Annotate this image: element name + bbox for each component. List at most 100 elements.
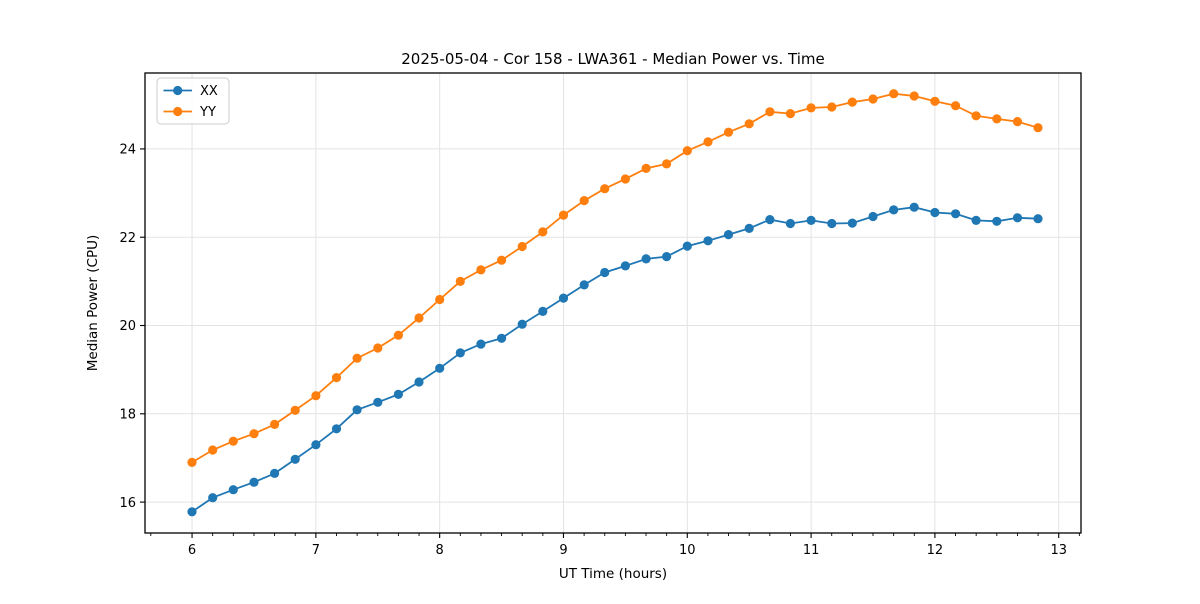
data-point-xx <box>270 468 280 478</box>
data-point-yy <box>435 294 445 305</box>
data-point-yy <box>847 97 857 107</box>
data-point-yy <box>393 330 403 340</box>
data-point-xx <box>558 293 569 303</box>
data-point-yy <box>723 127 734 137</box>
data-point-yy <box>785 109 796 119</box>
data-point-xx <box>228 485 238 495</box>
data-point-yy <box>517 241 527 252</box>
legend-label-xx: XX <box>200 84 218 99</box>
x-tick-label: 11 <box>803 543 820 558</box>
data-point-xx <box>517 319 527 329</box>
data-point-xx <box>951 209 961 219</box>
data-point-yy <box>971 111 981 121</box>
y-tick-label: 16 <box>119 496 136 511</box>
data-point-xx <box>992 216 1002 226</box>
data-point-xx <box>785 218 796 229</box>
data-point-xx <box>373 397 383 407</box>
data-point-yy <box>641 163 651 173</box>
data-point-xx <box>662 252 672 262</box>
legend-box <box>156 77 230 125</box>
x-tick-label: 12 <box>927 543 944 558</box>
series-line-xx <box>191 206 1039 513</box>
data-point-yy <box>187 457 197 467</box>
data-point-yy <box>703 137 713 147</box>
data-point-xx <box>765 215 775 225</box>
data-point-xx <box>744 223 754 233</box>
data-point-xx <box>187 507 197 517</box>
legend-item-xx: XX <box>163 84 218 99</box>
data-point-yy <box>208 445 218 455</box>
data-point-xx <box>703 236 713 246</box>
data-point-yy <box>455 276 465 286</box>
data-point-xx <box>249 477 259 487</box>
data-point-xx <box>352 405 362 415</box>
data-point-xx <box>1012 213 1023 223</box>
data-point-yy <box>951 101 961 111</box>
y-tick-label: 22 <box>119 231 136 246</box>
data-point-xx <box>600 267 610 278</box>
x-tick-label: 8 <box>436 543 444 558</box>
data-point-yy <box>538 227 548 237</box>
data-point-yy <box>249 429 259 439</box>
data-point-xx <box>682 241 692 251</box>
data-point-xx <box>641 254 651 264</box>
y-tick-label: 18 <box>119 408 136 423</box>
data-point-yy <box>744 119 754 129</box>
data-point-yy <box>909 91 919 101</box>
data-point-xx <box>620 261 631 271</box>
legend-marker-yy <box>173 106 183 117</box>
legend-marker-xx <box>173 85 183 96</box>
data-point-yy <box>1033 123 1043 133</box>
data-point-xx <box>435 363 445 373</box>
data-point-yy <box>270 419 280 429</box>
data-point-xx <box>497 333 507 343</box>
x-axis-label: UT Time (hours) <box>559 566 667 582</box>
data-point-yy <box>331 373 342 383</box>
data-point-xx <box>868 211 878 222</box>
data-point-yy <box>889 89 899 99</box>
data-point-yy <box>558 210 569 220</box>
data-point-yy <box>311 391 321 401</box>
data-point-yy <box>352 353 362 363</box>
data-point-yy <box>290 405 300 415</box>
x-tick-label: 10 <box>679 543 696 558</box>
plot-border <box>144 72 1082 534</box>
x-tick-label: 9 <box>559 543 567 558</box>
data-point-xx <box>1033 214 1043 224</box>
data-point-xx <box>723 230 734 240</box>
tick-layer: 6 7 8 9 10 11 12 13 16 18 20 22 24 <box>119 143 1080 558</box>
data-point-yy <box>930 96 940 106</box>
data-point-yy <box>827 102 837 112</box>
y-tick-label: 24 <box>119 143 136 158</box>
data-point-yy <box>868 94 878 104</box>
data-point-yy <box>228 436 238 446</box>
data-point-yy <box>600 184 610 194</box>
data-point-xx <box>414 377 424 387</box>
x-tick-label: 6 <box>188 543 196 558</box>
data-point-yy <box>1012 117 1023 127</box>
data-point-yy <box>682 146 692 156</box>
data-point-xx <box>971 215 981 225</box>
data-point-xx <box>455 348 465 358</box>
data-point-yy <box>662 159 672 169</box>
data-point-xx <box>331 424 342 434</box>
data-point-xx <box>889 205 899 215</box>
legend-item-yy: YY <box>163 105 216 120</box>
data-point-xx <box>538 306 548 316</box>
x-tick-label: 13 <box>1050 543 1067 558</box>
data-point-yy <box>414 313 424 323</box>
grid-layer <box>145 73 1081 533</box>
data-point-yy <box>476 265 486 275</box>
data-point-xx <box>930 207 940 218</box>
y-tick-label: 20 <box>119 319 136 334</box>
data-point-yy <box>497 255 507 265</box>
x-tick-label: 7 <box>312 543 320 558</box>
data-point-xx <box>311 440 321 450</box>
chart-title: 2025-05-04 - Cor 158 - LWA361 - Median P… <box>401 50 825 68</box>
data-point-xx <box>847 218 857 228</box>
data-point-yy <box>620 174 631 184</box>
data-point-xx <box>806 215 816 225</box>
legend: XX YY <box>156 77 230 125</box>
